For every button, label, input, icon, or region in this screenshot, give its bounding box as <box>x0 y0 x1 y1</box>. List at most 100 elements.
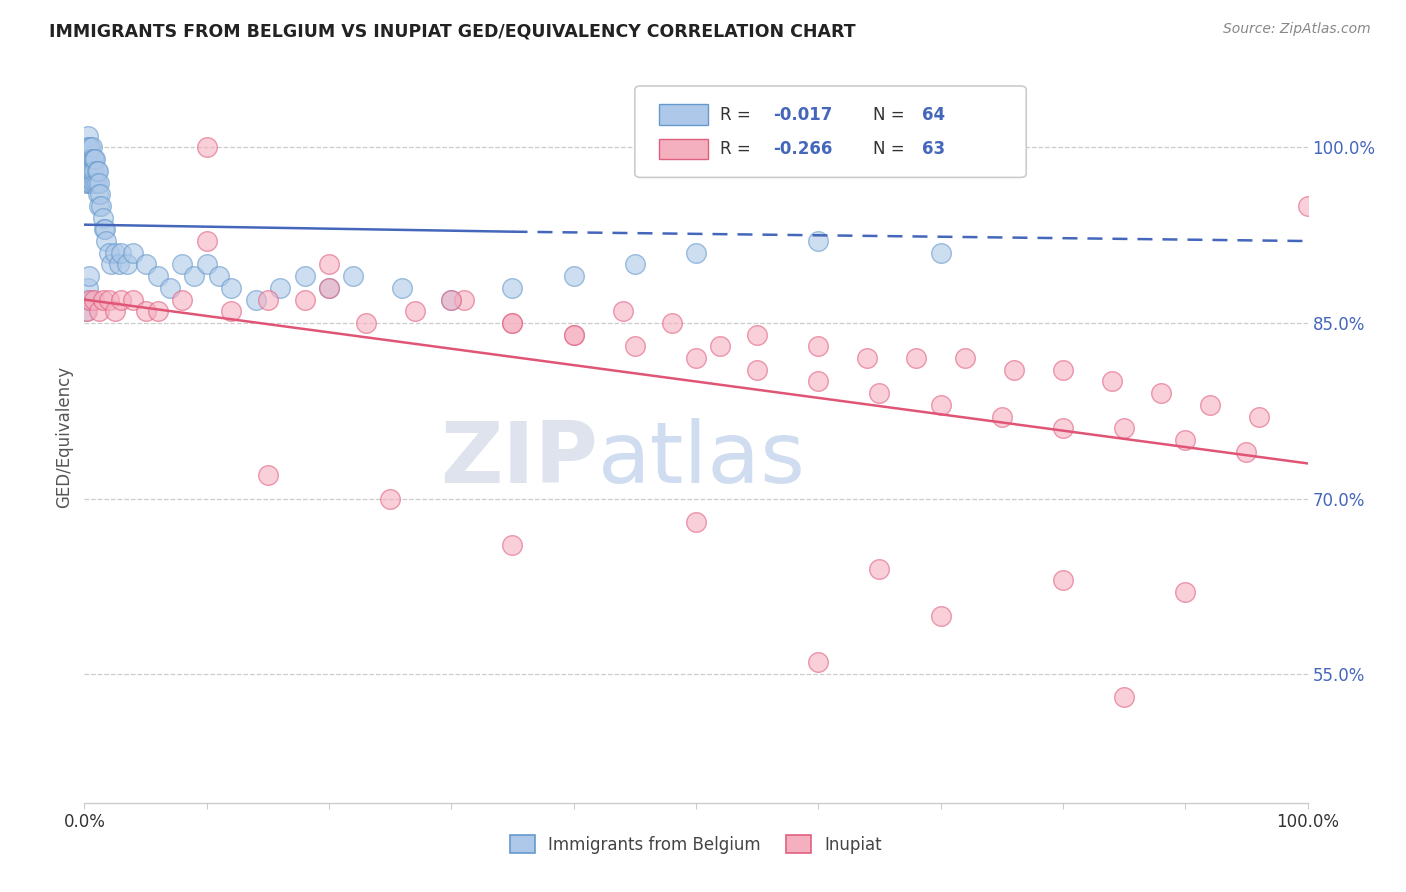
Point <box>624 257 647 271</box>
Point <box>612 304 634 318</box>
Point <box>318 257 340 271</box>
Point <box>84 176 107 190</box>
Text: N =: N = <box>873 140 910 158</box>
Text: IMMIGRANTS FROM BELGIUM VS INUPIAT GED/EQUIVALENCY CORRELATION CHART: IMMIGRANTS FROM BELGIUM VS INUPIAT GED/E… <box>49 22 856 40</box>
Point <box>1052 574 1074 588</box>
Point <box>1101 375 1123 389</box>
Point <box>83 152 105 166</box>
Point <box>1002 363 1025 377</box>
Point <box>1114 421 1136 435</box>
Point <box>453 293 475 307</box>
Point <box>76 152 98 166</box>
Text: ZIP: ZIP <box>440 417 598 500</box>
Point <box>79 176 101 190</box>
Point <box>991 409 1014 424</box>
Point <box>77 269 100 284</box>
Point <box>104 245 127 260</box>
Point <box>76 293 98 307</box>
Point <box>86 176 108 190</box>
Point <box>624 339 647 353</box>
Point <box>93 222 115 236</box>
Point <box>87 199 110 213</box>
Point <box>122 293 145 307</box>
Point <box>79 293 101 307</box>
Point <box>159 281 181 295</box>
Point <box>75 176 97 190</box>
Point <box>104 304 127 318</box>
Point <box>440 293 463 307</box>
Y-axis label: GED/Equivalency: GED/Equivalency <box>55 366 73 508</box>
Point <box>208 269 231 284</box>
Point <box>107 257 129 271</box>
Point <box>219 304 242 318</box>
Point <box>96 234 118 248</box>
Point <box>929 398 952 412</box>
Point <box>172 293 194 307</box>
Point <box>404 304 426 318</box>
Point <box>342 269 364 284</box>
Point <box>318 281 340 295</box>
Point <box>562 269 585 284</box>
Point <box>172 257 194 271</box>
Point <box>807 234 830 248</box>
Point <box>87 164 110 178</box>
Point <box>502 316 524 330</box>
Point <box>929 245 952 260</box>
Text: R =: R = <box>720 105 756 123</box>
Point <box>685 245 707 260</box>
Point <box>183 269 205 284</box>
Point <box>685 351 707 365</box>
Legend: Immigrants from Belgium, Inupiat: Immigrants from Belgium, Inupiat <box>503 829 889 860</box>
Point <box>76 140 98 154</box>
Point <box>257 293 280 307</box>
Point <box>89 187 111 202</box>
Point <box>380 491 402 506</box>
Point <box>1052 421 1074 435</box>
Point <box>294 293 316 307</box>
Point <box>77 128 100 143</box>
Point <box>219 281 242 295</box>
Point <box>77 152 100 166</box>
Point <box>661 316 683 330</box>
Text: -0.017: -0.017 <box>773 105 832 123</box>
Point <box>77 281 100 295</box>
Point <box>1296 199 1319 213</box>
Point <box>807 656 830 670</box>
Point <box>79 152 101 166</box>
Text: N =: N = <box>873 105 910 123</box>
Point <box>502 538 524 552</box>
Point <box>929 608 952 623</box>
Point <box>82 152 104 166</box>
Point <box>97 293 120 307</box>
FancyBboxPatch shape <box>659 138 709 159</box>
Point <box>440 293 463 307</box>
Point <box>100 257 122 271</box>
Point <box>269 281 291 295</box>
Point <box>502 316 524 330</box>
Point <box>1198 398 1220 412</box>
FancyBboxPatch shape <box>659 104 709 125</box>
Point <box>195 140 218 154</box>
Point <box>146 304 169 318</box>
Point <box>75 304 97 318</box>
Point <box>79 140 101 154</box>
Point <box>1236 444 1258 458</box>
Point <box>91 293 114 307</box>
Point <box>83 164 105 178</box>
Point <box>318 281 340 295</box>
Point <box>354 316 377 330</box>
Text: 63: 63 <box>922 140 945 158</box>
FancyBboxPatch shape <box>636 86 1026 178</box>
Point <box>76 304 98 318</box>
Point <box>807 339 830 353</box>
Point <box>135 304 157 318</box>
Point <box>77 176 100 190</box>
Point <box>807 375 830 389</box>
Point <box>905 351 928 365</box>
Point <box>146 269 169 284</box>
Point <box>87 176 110 190</box>
Text: Source: ZipAtlas.com: Source: ZipAtlas.com <box>1223 22 1371 37</box>
Point <box>1174 585 1197 599</box>
Point <box>84 152 107 166</box>
Point <box>135 257 157 271</box>
